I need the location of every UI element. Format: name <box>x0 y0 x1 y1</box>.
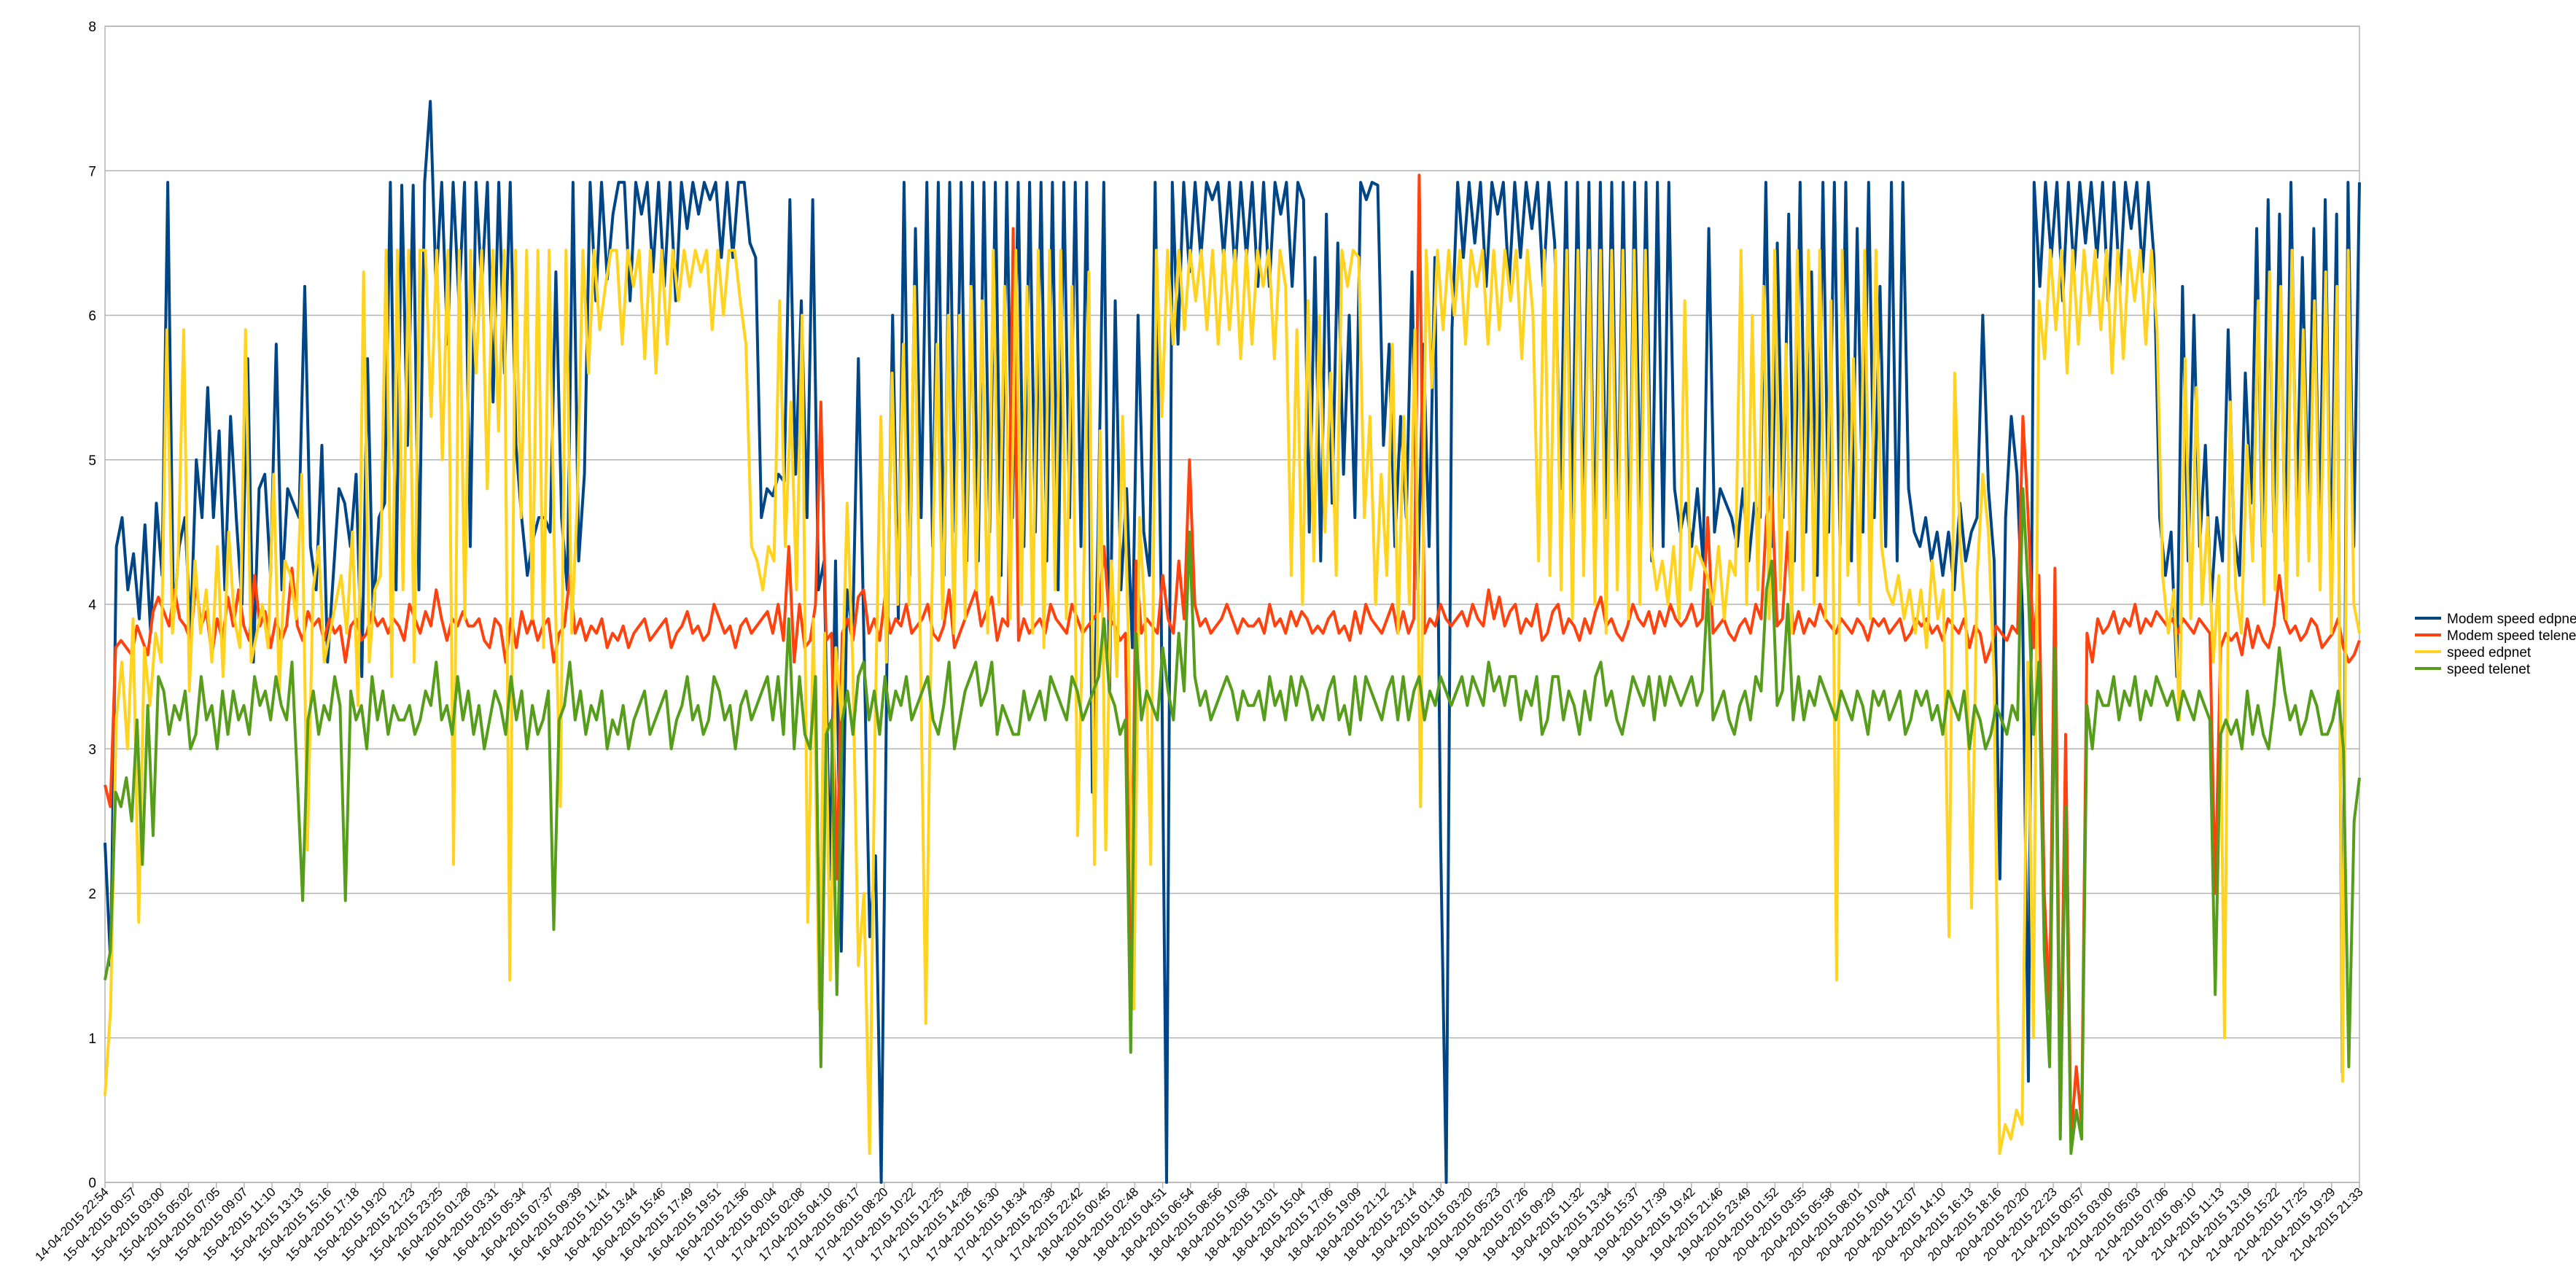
y-tick-label: 4 <box>88 598 96 613</box>
y-tick-label: 5 <box>88 453 96 469</box>
y-tick-label: 8 <box>88 20 96 35</box>
y-tick-label: 0 <box>88 1176 96 1191</box>
legend-label-2: Modem speed telenet <box>2447 628 2576 644</box>
y-tick-label: 1 <box>88 1032 96 1047</box>
y-tick-label: 3 <box>88 742 96 757</box>
y-tick-label: 2 <box>88 887 96 902</box>
series-line-1 <box>104 100 2361 1184</box>
grid-layer <box>104 26 2360 1183</box>
series-line-2 <box>104 173 2361 1141</box>
series-line-3 <box>104 249 2361 1155</box>
legend-label-4: speed telenet <box>2447 662 2531 677</box>
series-line-4 <box>104 487 2361 1155</box>
legend-label-3: speed edpnet <box>2447 645 2532 660</box>
legend-label-1: Modem speed edpnet <box>2447 612 2576 627</box>
y-tick-label: 7 <box>88 164 96 179</box>
series-layer <box>104 100 2361 1184</box>
y-tick-label: 6 <box>88 309 96 324</box>
